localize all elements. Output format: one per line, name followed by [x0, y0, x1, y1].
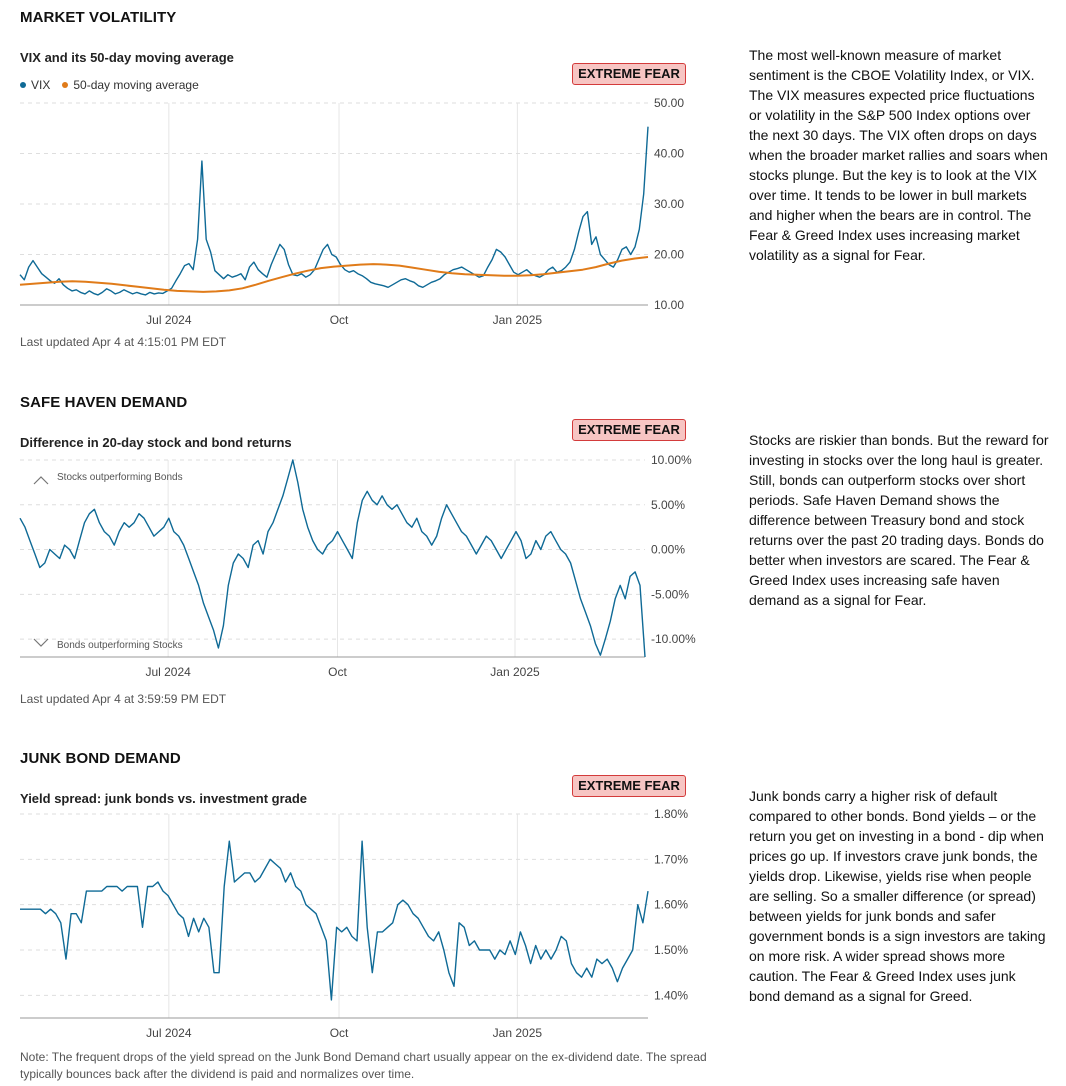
junk-bond-chart: Jul 2024 Oct Jan 2025 1.40% 1.50% 1.60% 1.70% 1… [20, 807, 688, 1040]
y-tick-label: 40.00 [654, 147, 684, 161]
x-tick-label: Oct [330, 313, 349, 327]
series-line-primary [19, 459, 646, 658]
legend: VIX 50-day moving average [20, 78, 211, 92]
legend-item-vix[interactable]: VIX [20, 78, 50, 92]
chevron-up-icon [33, 476, 49, 485]
vix-chart: Jul 2024 Oct Jan 2025 10.00 20.00 30.00 40.00 5… [19, 96, 684, 327]
chevron-down-icon [33, 638, 49, 647]
legend-label-vix: VIX [31, 78, 51, 92]
chart-title-junk-bond: Yield spread: junk bonds vs. investment … [20, 791, 308, 806]
y-tick-label: 0.00% [651, 543, 685, 557]
y-tick-label: 10.00 [654, 298, 684, 312]
y-tick-label: 1.40% [654, 988, 688, 1002]
description-junk-bond-demand: Junk bonds carry a higher risk of defaul… [749, 788, 1046, 1004]
y-tick-label: -10.00% [651, 632, 696, 646]
y-tick-label: 5.00% [651, 498, 685, 512]
chart-title-vix: VIX and its 50-day moving average [20, 50, 234, 65]
status-badge-safe-haven-demand: EXTREME FEAR [572, 419, 686, 441]
section-title-junk-bond-demand: JUNK BOND DEMAND [20, 750, 181, 767]
section-title-safe-haven-demand: SAFE HAVEN DEMAND [20, 394, 188, 411]
y-tick-label: 1.70% [654, 852, 688, 866]
x-tick-label: Oct [328, 665, 347, 679]
x-tick-label: Jul 2024 [145, 665, 191, 679]
y-tick-label: 30.00 [654, 197, 684, 211]
series-line-secondary [19, 256, 649, 293]
y-tick-label: 1.60% [654, 898, 688, 912]
series-line-primary [19, 126, 649, 296]
x-tick-label: Jan 2025 [493, 313, 543, 327]
annotation-stocks-outperforming: Stocks outperforming Bonds [57, 472, 183, 483]
y-tick-label: 1.50% [654, 943, 688, 957]
status-badge-market-volatility: EXTREME FEAR [572, 63, 686, 85]
description-safe-haven-demand: Stocks are riskier than bonds. But the r… [749, 432, 1049, 608]
y-tick-label: 50.00 [654, 96, 684, 110]
safe-haven-chart: Jul 2024 Oct Jan 2025 -10.00% -5.00% 0.00% 5.0… [19, 453, 696, 679]
description-market-volatility: The most well-known measure of market se… [749, 47, 1048, 263]
legend-item-moving-average[interactable]: 50-day moving average [62, 78, 199, 92]
y-tick-label: 10.00% [651, 453, 692, 467]
legend-label-moving-average: 50-day moving average [73, 78, 199, 92]
status-badge-junk-bond-demand: EXTREME FEAR [572, 775, 686, 797]
y-tick-label: 20.00 [654, 248, 684, 262]
last-updated-safe-haven-demand: Last updated Apr 4 at 3:59:59 PM EDT [20, 692, 227, 706]
x-tick-label: Jan 2025 [493, 1026, 543, 1040]
footnote: Note: The frequent drops of the yield sp… [20, 1050, 707, 1081]
section-title-market-volatility: MARKET VOLATILITY [20, 9, 177, 26]
annotation-bonds-outperforming: Bonds outperforming Stocks [57, 640, 183, 651]
y-tick-label: 1.80% [654, 807, 688, 821]
x-tick-label: Oct [330, 1026, 349, 1040]
series-line-primary [20, 840, 649, 1001]
legend-dot-moving-average [62, 82, 69, 88]
y-tick-label: -5.00% [651, 587, 689, 601]
x-tick-label: Jul 2024 [146, 1026, 192, 1040]
x-tick-label: Jan 2025 [490, 665, 540, 679]
last-updated-market-volatility: Last updated Apr 4 at 4:15:01 PM EDT [20, 335, 227, 349]
legend-dot-vix [20, 82, 26, 88]
x-tick-label: Jul 2024 [146, 313, 192, 327]
chart-title-safe-haven: Difference in 20-day stock and bond retu… [20, 435, 292, 450]
